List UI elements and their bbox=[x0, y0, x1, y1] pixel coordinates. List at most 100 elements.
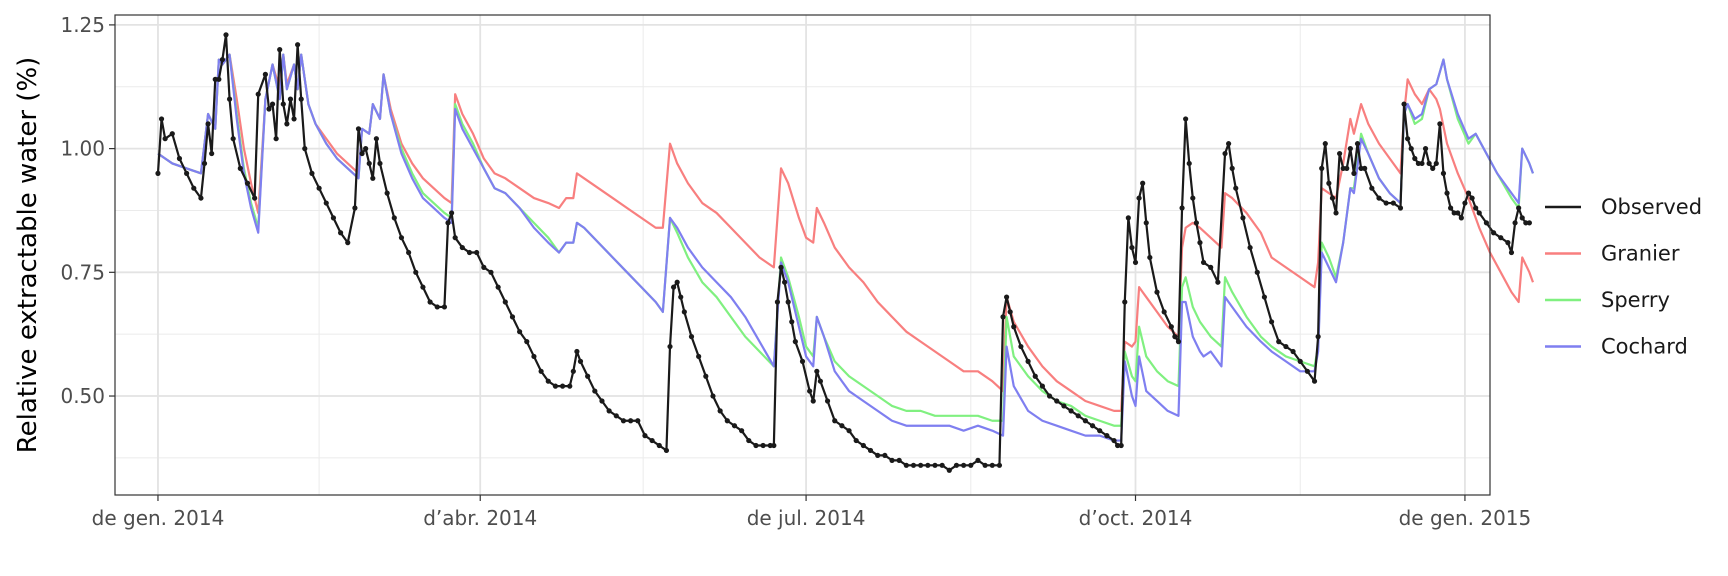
observed-point bbox=[703, 373, 709, 379]
observed-point bbox=[1283, 343, 1289, 350]
observed-point bbox=[724, 418, 730, 424]
observed-point bbox=[1476, 210, 1482, 216]
observed-point bbox=[209, 150, 215, 157]
observed-point bbox=[216, 76, 222, 82]
observed-point bbox=[585, 373, 591, 379]
observed-point bbox=[649, 437, 655, 444]
observed-point bbox=[1136, 195, 1142, 201]
observed-point bbox=[237, 165, 243, 171]
observed-point bbox=[628, 418, 634, 424]
observed-point bbox=[273, 136, 279, 142]
observed-point bbox=[620, 418, 627, 424]
observed-point bbox=[1419, 160, 1425, 167]
observed-point bbox=[717, 408, 723, 414]
observed-point bbox=[1362, 165, 1368, 171]
observed-point bbox=[782, 279, 788, 285]
observed-point bbox=[1516, 205, 1522, 211]
observed-point bbox=[1247, 244, 1253, 251]
observed-point bbox=[939, 462, 945, 468]
observed-point bbox=[1000, 314, 1006, 320]
observed-point bbox=[1254, 269, 1260, 275]
legend-label-sperry: Sperry bbox=[1601, 288, 1670, 312]
observed-point bbox=[1344, 165, 1350, 171]
plot-background bbox=[115, 15, 1490, 495]
observed-point bbox=[875, 452, 881, 459]
observed-point bbox=[1161, 309, 1167, 315]
x-tick-label: d’abr. 2014 bbox=[423, 506, 537, 530]
observed-point bbox=[502, 299, 508, 305]
observed-point bbox=[807, 388, 813, 394]
observed-point bbox=[413, 269, 419, 275]
observed-point bbox=[774, 299, 781, 305]
observed-point bbox=[1115, 442, 1121, 449]
observed-point bbox=[1186, 160, 1192, 167]
observed-point bbox=[1376, 195, 1382, 201]
observed-point bbox=[441, 304, 448, 310]
observed-point bbox=[710, 393, 716, 399]
observed-point bbox=[277, 47, 283, 53]
series-lines bbox=[157, 53, 1535, 442]
observed-point bbox=[975, 457, 981, 463]
observed-point bbox=[363, 146, 369, 152]
observed-point bbox=[466, 249, 473, 256]
observed-point bbox=[1465, 190, 1472, 196]
observed-point bbox=[309, 170, 315, 176]
observed-point bbox=[1082, 418, 1088, 424]
legend-label-cochard: Cochard bbox=[1601, 335, 1688, 359]
observed-point bbox=[198, 195, 204, 201]
observed-point bbox=[1168, 324, 1174, 330]
observed-point bbox=[1183, 116, 1189, 122]
y-axis: 0.50 0.75 1.00 1.25 bbox=[60, 13, 115, 408]
observed-point bbox=[817, 378, 824, 384]
observed-point bbox=[1039, 383, 1046, 389]
observed-point bbox=[1383, 200, 1389, 206]
observed-point bbox=[896, 457, 902, 463]
observed-point bbox=[1226, 141, 1232, 147]
observed-point bbox=[420, 284, 426, 290]
observed-point bbox=[1326, 180, 1332, 186]
observed-point bbox=[427, 299, 433, 305]
observed-point bbox=[1319, 165, 1325, 171]
observed-point bbox=[262, 71, 268, 77]
observed-point bbox=[1469, 195, 1475, 201]
observed-point bbox=[366, 160, 372, 167]
observed-point bbox=[961, 462, 967, 468]
y-tick-label: 1.25 bbox=[60, 13, 105, 37]
legend-label-observed: Observed bbox=[1601, 195, 1702, 219]
observed-point bbox=[359, 150, 365, 157]
observed-point bbox=[531, 353, 537, 360]
observed-point bbox=[1412, 155, 1418, 162]
observed-point bbox=[696, 353, 702, 360]
observed-point bbox=[1240, 215, 1246, 221]
x-tick-label: d’oct. 2014 bbox=[1079, 506, 1193, 530]
observed-point bbox=[1430, 165, 1436, 171]
x-tick-label: de gen. 2015 bbox=[1399, 506, 1532, 530]
observed-point bbox=[1451, 210, 1457, 216]
observed-point bbox=[1290, 348, 1296, 355]
observed-point bbox=[330, 215, 337, 221]
observed-point bbox=[517, 329, 523, 335]
observed-point bbox=[1125, 215, 1131, 221]
observed-point bbox=[552, 383, 559, 389]
observed-point bbox=[316, 185, 322, 191]
observed-point bbox=[1401, 101, 1407, 107]
observed-point bbox=[577, 358, 584, 364]
observed-point bbox=[1358, 165, 1364, 171]
observed-point bbox=[1512, 220, 1518, 226]
observed-point bbox=[1190, 195, 1196, 201]
observed-point bbox=[839, 423, 845, 429]
observed-point bbox=[832, 418, 838, 424]
observed-point bbox=[771, 442, 777, 449]
observed-point bbox=[1397, 205, 1404, 211]
observed-point bbox=[846, 428, 852, 434]
observed-point bbox=[853, 437, 859, 444]
observed-point bbox=[867, 447, 874, 454]
observed-point bbox=[337, 230, 344, 236]
observed-point bbox=[1147, 254, 1153, 261]
observed-point bbox=[345, 240, 351, 246]
observed-point bbox=[1200, 259, 1207, 266]
observed-point bbox=[1179, 205, 1185, 211]
legend-label-granier: Granier bbox=[1601, 242, 1680, 266]
